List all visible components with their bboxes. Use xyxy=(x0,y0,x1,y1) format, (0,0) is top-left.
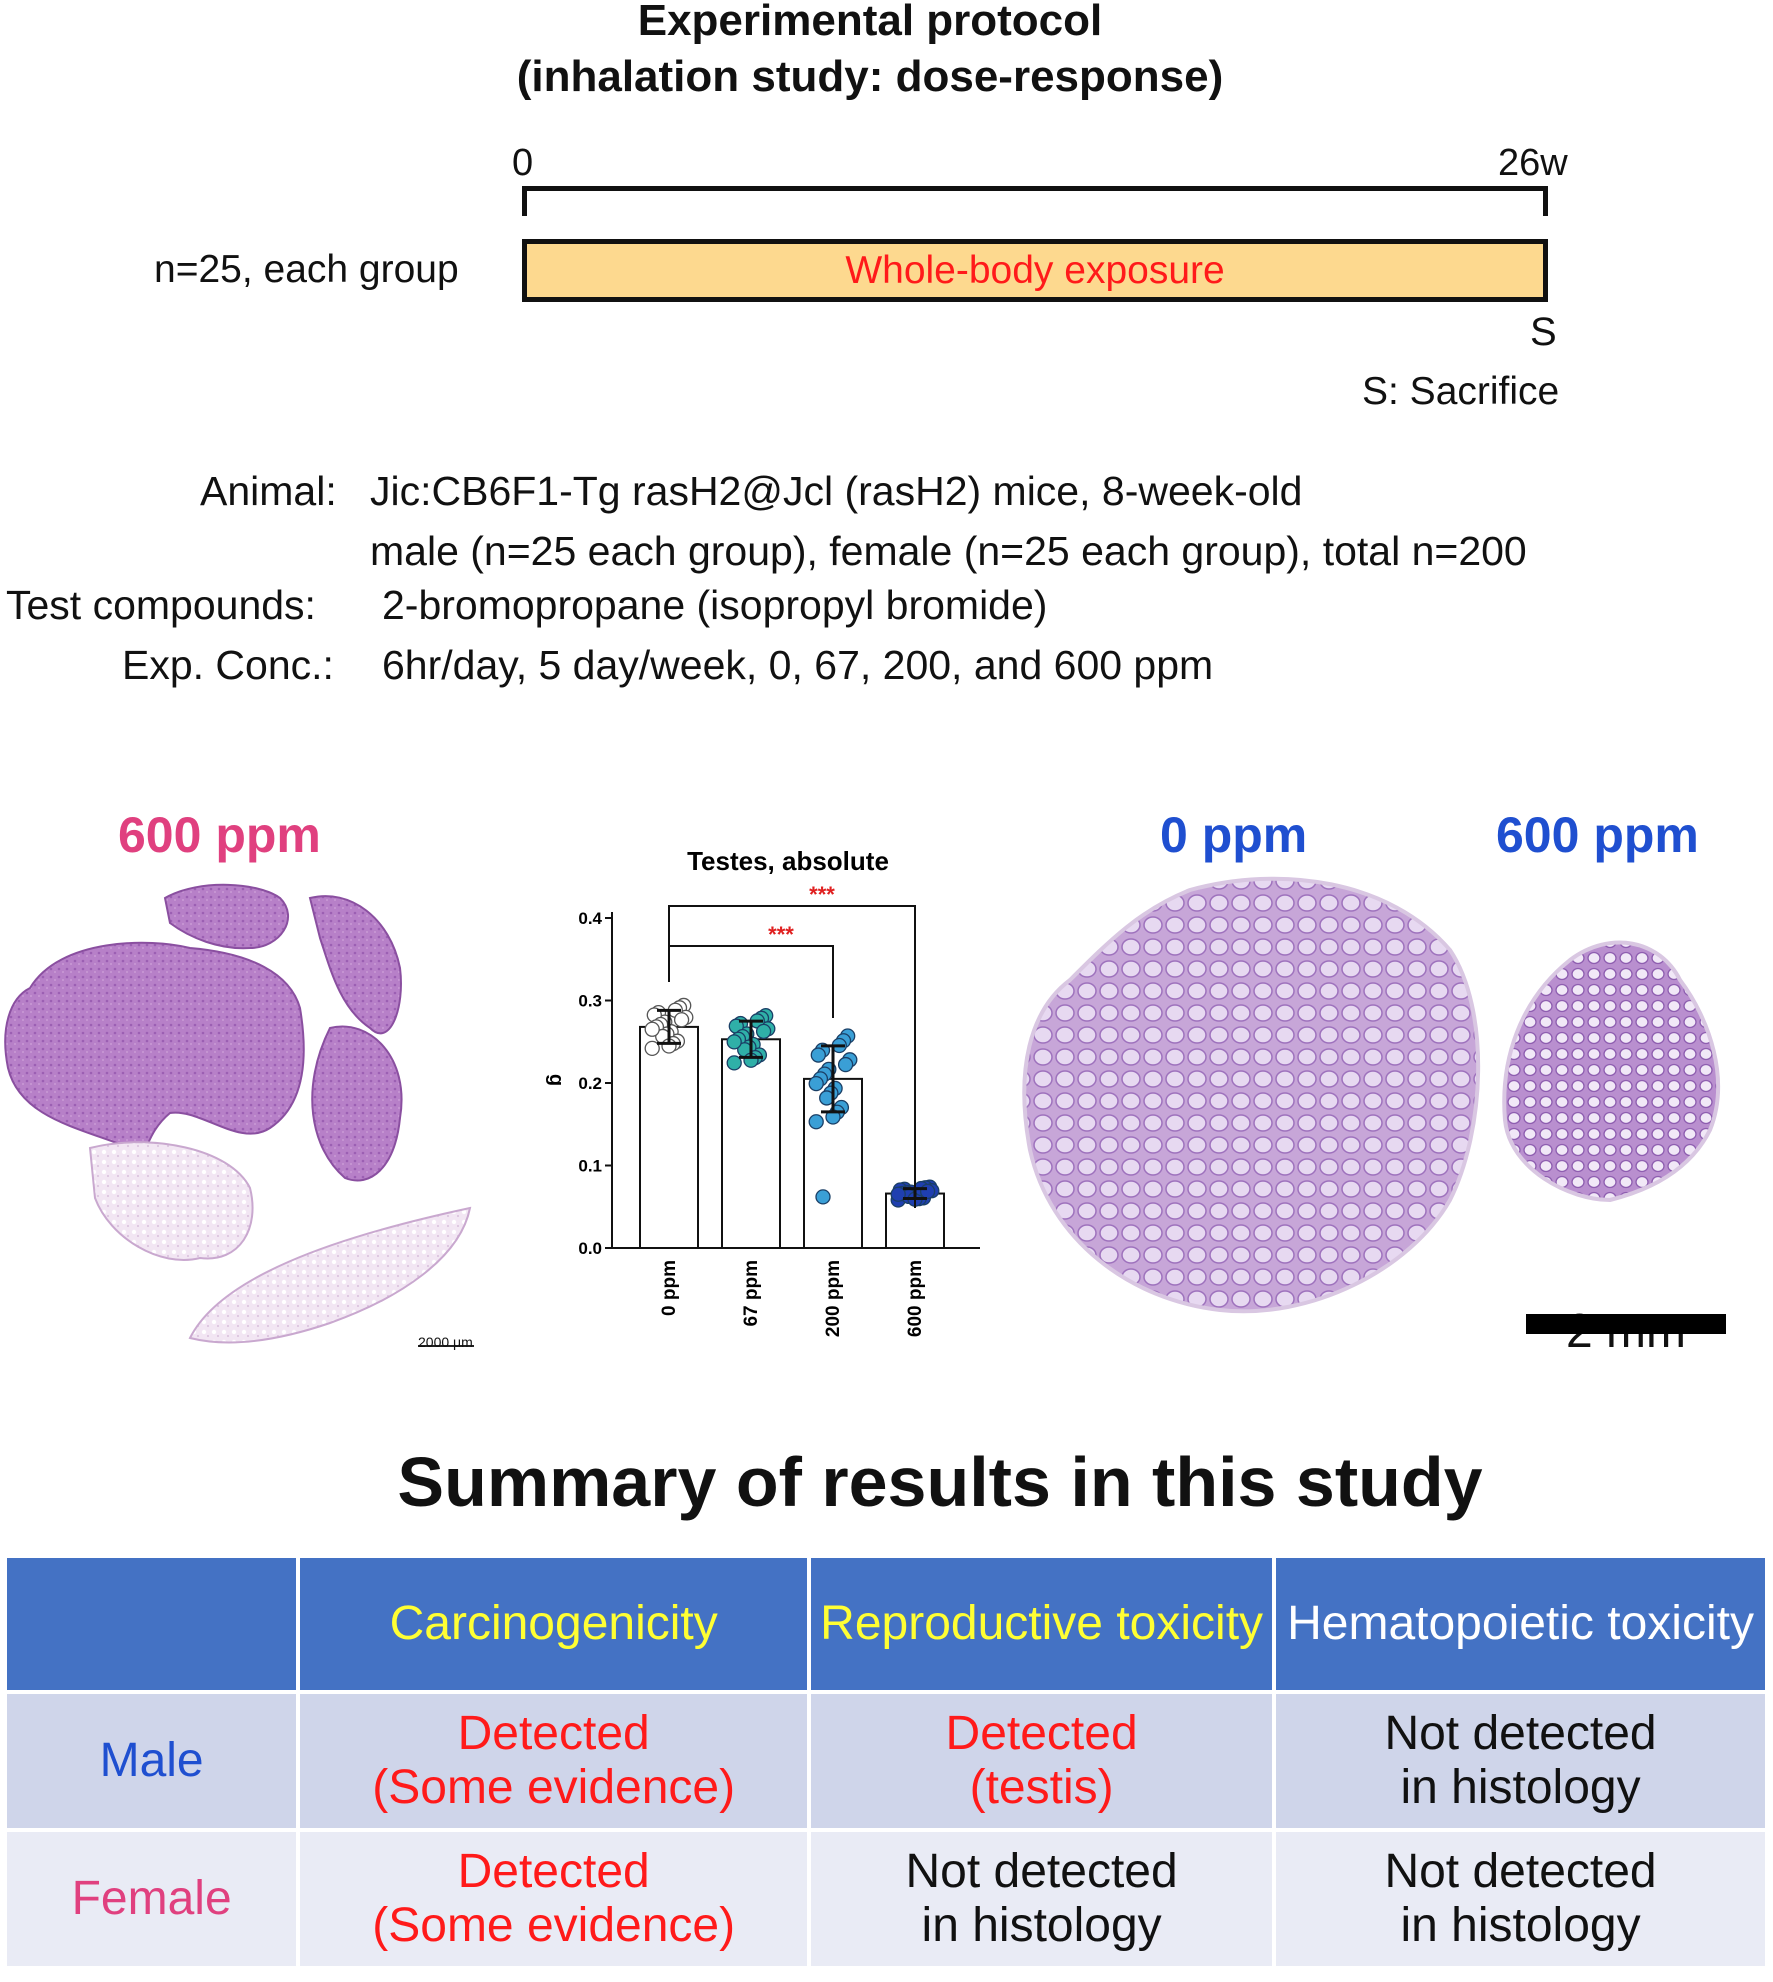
row-label-female: Female xyxy=(7,1832,297,1966)
timeline-start-label: 0 xyxy=(512,142,534,184)
exposure-label: Whole-body exposure xyxy=(845,248,1225,292)
testis-dose-label-control: 0 ppm xyxy=(1160,807,1308,863)
female-hematopoietic: Not detected in histology xyxy=(1276,1832,1765,1966)
chart-significance-bracket xyxy=(668,905,916,1208)
summary-row-male: Male Detected (Some evidence) Detected (… xyxy=(7,1694,1765,1828)
conc-value: 6hr/day, 5 day/week, 0, 67, 200, and 600… xyxy=(382,642,1214,688)
animal-value-1: Jic:CB6F1-Tg rasH2@Jcl (rasH2) mice, 8-w… xyxy=(370,468,1303,514)
exposure-bar: Whole-body exposure xyxy=(522,239,1548,302)
sacrifice-marker: S xyxy=(1530,310,1557,354)
chart-data-point xyxy=(644,1021,660,1037)
chart-y-tick-label: 0.0 xyxy=(578,1239,602,1258)
testes-weight-chart: Testes, absolute g 0.0 0.1 0.2 0.3 0.4 *** **… xyxy=(545,850,980,1337)
lung-histology-image xyxy=(4,883,474,1347)
chart-data-point xyxy=(726,1055,742,1071)
header-empty-cell xyxy=(7,1558,297,1690)
chart-significance-bracket xyxy=(668,945,834,1018)
header-reproductive: Reproductive toxicity xyxy=(811,1558,1273,1690)
chart-data-point xyxy=(808,1114,824,1130)
header-hematopoietic-text: Hematopoietic toxicity xyxy=(1287,1597,1754,1650)
chart-data-point xyxy=(810,1047,826,1063)
summary-title: Summary of results in this study xyxy=(397,1443,1483,1521)
male-reproductive-status: Detected xyxy=(945,1707,1138,1760)
summary-table: Carcinogenicity Reproductive toxicity He… xyxy=(3,1554,1769,1970)
chart-significance-label: *** xyxy=(768,922,794,947)
male-carcinogenicity: Detected (Some evidence) xyxy=(300,1694,808,1828)
conc-key: Exp. Conc.: xyxy=(122,642,334,688)
header-hematopoietic: Hematopoietic toxicity xyxy=(1276,1558,1765,1690)
female-carcinogenicity: Detected (Some evidence) xyxy=(300,1832,808,1966)
group-size-label: n=25, each group xyxy=(154,248,459,291)
chart-x-tick-label: 0 ppm xyxy=(659,1260,680,1316)
chart-data-point xyxy=(644,1040,660,1057)
male-hematopoietic: Not detected in histology xyxy=(1276,1694,1765,1828)
male-hematopoietic-status: Not detected xyxy=(1384,1707,1657,1760)
timeline-start-tick xyxy=(522,186,527,216)
male-carcinogenicity-status: Detected xyxy=(457,1707,650,1760)
female-reproductive-detail: in histology xyxy=(921,1899,1162,1952)
chart-x-tick-label: 67 ppm xyxy=(741,1260,762,1327)
lung-lobe-pale-bottom xyxy=(188,1206,472,1344)
animal-value-2: male (n=25 each group), female (n=25 eac… xyxy=(370,528,1527,574)
female-hematopoietic-status: Not detected xyxy=(1384,1845,1657,1898)
compounds-key: Test compounds: xyxy=(6,582,316,628)
chart-data-point xyxy=(755,1023,772,1040)
lung-lobe-right-upper xyxy=(308,895,402,1035)
chart-x-tick-label: 200 ppm xyxy=(823,1260,844,1337)
header-carcinogenicity: Carcinogenicity xyxy=(300,1558,808,1690)
female-reproductive: Not detected in histology xyxy=(811,1832,1273,1966)
chart-data-point xyxy=(726,1034,742,1050)
male-reproductive-detail: (testis) xyxy=(969,1761,1114,1814)
lung-lobe-large xyxy=(4,941,305,1156)
lung-scalebar-label: 2000 μm xyxy=(418,1334,473,1350)
timeline-end-tick xyxy=(1543,186,1548,216)
protocol-title: Experimental protocol xyxy=(637,0,1103,45)
lung-dose-label: 600 ppm xyxy=(118,807,321,863)
testis-histology-image xyxy=(1022,876,1720,1314)
chart-bar xyxy=(721,1038,781,1249)
chart-data-point xyxy=(815,1189,831,1205)
lung-lobe-right-mid xyxy=(311,1025,403,1182)
chart-data-point xyxy=(837,1056,854,1073)
chart-ylabel: g xyxy=(545,1074,567,1086)
animal-key: Animal: xyxy=(200,468,337,514)
chart-data-point xyxy=(890,1186,906,1202)
female-reproductive-status: Not detected xyxy=(905,1845,1178,1898)
chart-significance-label: *** xyxy=(809,882,835,907)
chart-data-point xyxy=(919,1183,936,1200)
chart-bar xyxy=(639,1025,699,1249)
lung-lobe-pale-left xyxy=(88,1141,254,1261)
testis-high-section xyxy=(1502,940,1720,1203)
chart-y-tick-label: 0.1 xyxy=(578,1157,602,1176)
timeline-end-label: 26w xyxy=(1498,142,1568,184)
chart-y-tick-label: 0.3 xyxy=(578,992,602,1011)
male-hematopoietic-detail: in histology xyxy=(1400,1761,1641,1814)
timeline-axis xyxy=(522,186,1548,191)
chart-x-tick-label: 600 ppm xyxy=(905,1260,926,1337)
chart-y-tick-label: 0.2 xyxy=(578,1074,602,1093)
chart-data-point xyxy=(673,1012,690,1028)
sacrifice-legend: S: Sacrifice xyxy=(1362,370,1560,413)
chart-y-tick-label: 0.4 xyxy=(578,909,602,928)
summary-row-female: Female Detected (Some evidence) Not dete… xyxy=(7,1832,1765,1966)
chart-data-point xyxy=(808,1075,824,1092)
summary-header-row: Carcinogenicity Reproductive toxicity He… xyxy=(7,1558,1765,1690)
header-reproductive-text: Reproductive toxicity xyxy=(820,1597,1264,1650)
chart-title: Testes, absolute xyxy=(687,850,889,876)
female-hematopoietic-detail: in histology xyxy=(1400,1899,1641,1952)
female-carcinogenicity-status: Detected xyxy=(457,1845,650,1898)
testis-control-section xyxy=(1022,876,1481,1314)
testis-dose-label-high: 600 ppm xyxy=(1496,807,1699,863)
male-reproductive: Detected (testis) xyxy=(811,1694,1273,1828)
male-carcinogenicity-detail: (Some evidence) xyxy=(372,1761,736,1814)
compounds-value: 2-bromopropane (isopropyl bromide) xyxy=(382,582,1048,628)
female-carcinogenicity-detail: (Some evidence) xyxy=(372,1899,736,1952)
lung-lobe-top xyxy=(163,883,290,950)
protocol-subtitle: (inhalation study: dose-response) xyxy=(516,52,1224,101)
row-label-male: Male xyxy=(7,1694,297,1828)
testis-scalebar xyxy=(1526,1314,1726,1334)
